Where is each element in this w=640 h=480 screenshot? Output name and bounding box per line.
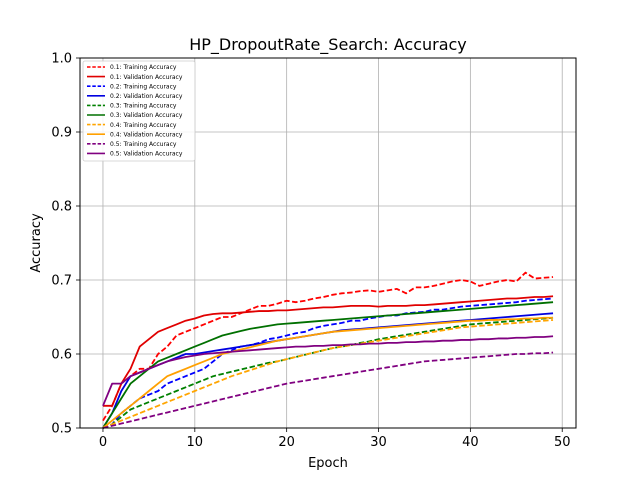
legend-label: 0.2: Validation Accuracy <box>110 93 183 100</box>
legend-label: 0.1: Validation Accuracy <box>110 74 183 81</box>
legend-label: 0.4: Validation Accuracy <box>110 131 183 138</box>
series-line-9 <box>102 335 554 407</box>
chart-title: HP_DropoutRate_Search: Accuracy <box>189 35 467 55</box>
x-tick-label: 10 <box>187 435 204 450</box>
y-tick-label: 1.0 <box>51 52 72 67</box>
series-line-5 <box>102 301 554 429</box>
legend-label: 0.3: Validation Accuracy <box>110 112 183 119</box>
series-line-2 <box>102 297 554 429</box>
legend-label: 0.2: Training Accuracy <box>110 83 177 90</box>
y-tick-label: 0.7 <box>51 274 72 289</box>
legend: 0.1: Training Accuracy 0.1: Validation Ac… <box>82 60 196 162</box>
x-tick-label: 0 <box>99 435 107 450</box>
y-tick-label: 0.5 <box>51 422 72 437</box>
series-line-6 <box>102 319 554 429</box>
x-axis-label: Epoch <box>308 456 348 471</box>
grid-lines <box>80 57 576 429</box>
y-tick-label: 0.6 <box>51 348 72 363</box>
legend-label: 0.5: Training Accuracy <box>110 141 177 148</box>
series-line-1 <box>102 295 554 407</box>
y-tick-label: 0.9 <box>51 126 72 141</box>
x-tick-label: 20 <box>278 435 295 450</box>
series-line-8 <box>102 351 554 429</box>
legend-label: 0.3: Training Accuracy <box>110 103 177 110</box>
legend-label: 0.4: Training Accuracy <box>110 122 177 129</box>
x-tick-label: 40 <box>462 435 479 450</box>
series-line-7 <box>102 316 554 429</box>
y-axis-ticks: 0.5 0.6 0.7 0.8 0.9 1.0 <box>51 52 80 437</box>
x-tick-label: 50 <box>554 435 571 450</box>
plot-frame <box>79 57 577 429</box>
y-tick-label: 0.8 <box>51 200 72 215</box>
legend-label: 0.5: Validation Accuracy <box>110 151 183 158</box>
x-axis-ticks: 0 10 20 30 40 50 <box>99 428 571 450</box>
legend-box <box>82 60 196 162</box>
x-tick-label: 30 <box>370 435 387 450</box>
legend-label: 0.1: Training Accuracy <box>110 64 177 71</box>
series-layer <box>102 271 554 429</box>
series-line-0 <box>102 271 554 422</box>
y-axis-label: Accuracy <box>29 213 44 273</box>
series-line-4 <box>102 316 554 429</box>
